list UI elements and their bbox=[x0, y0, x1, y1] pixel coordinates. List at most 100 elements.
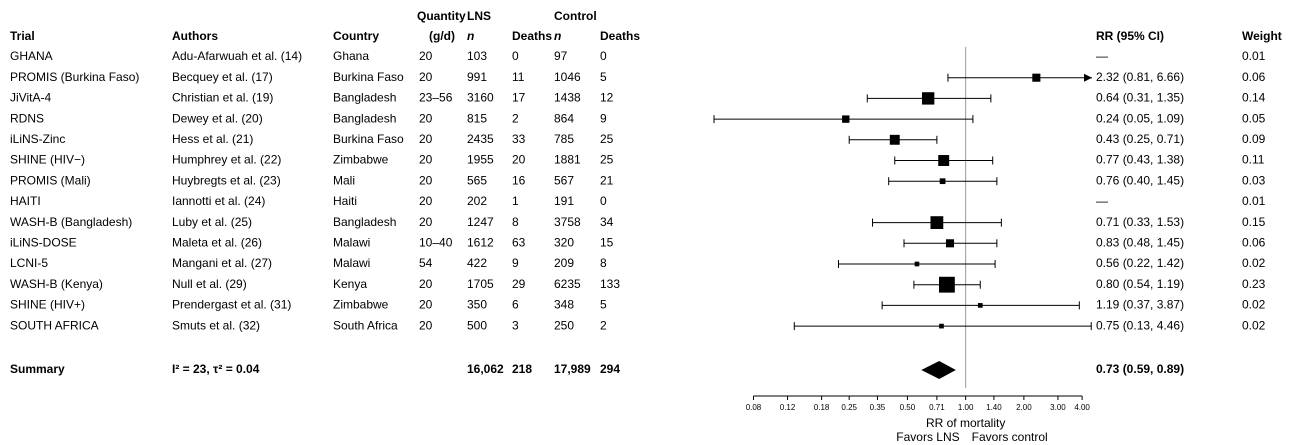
cell-trial: RDNS bbox=[10, 111, 44, 125]
cell-lns-n: 3160 bbox=[467, 91, 494, 105]
header: Control bbox=[554, 9, 597, 23]
point-estimate bbox=[938, 276, 955, 293]
ci-arrow bbox=[1084, 73, 1092, 82]
summary-control-n: 17,989 bbox=[554, 362, 591, 376]
cell-authors: Adu-Afarwuah et al. (14) bbox=[172, 49, 302, 63]
cell-quantity: 23–56 bbox=[419, 91, 453, 105]
cell-country: Malawi bbox=[333, 235, 370, 249]
cell-trial: PROMIS (Burkina Faso) bbox=[10, 70, 139, 84]
cell-quantity: 20 bbox=[419, 49, 433, 63]
cell-country: Burkina Faso bbox=[333, 70, 404, 84]
cell-quantity: 20 bbox=[419, 111, 433, 125]
cell-authors: Luby et al. (25) bbox=[172, 215, 252, 229]
cell-weight: 0.02 bbox=[1242, 256, 1266, 270]
cell-control-n: 1881 bbox=[554, 153, 581, 167]
cell-lns-n: 422 bbox=[467, 256, 487, 270]
cell-rr-label: 0.80 (0.54, 1.19) bbox=[1096, 277, 1184, 291]
header: Trial bbox=[10, 29, 35, 43]
point-estimate bbox=[945, 239, 955, 248]
cell-lns-deaths: 8 bbox=[512, 215, 519, 229]
cell-control-deaths: 5 bbox=[600, 70, 607, 84]
cell-control-deaths: 15 bbox=[600, 235, 614, 249]
cell-quantity: 20 bbox=[419, 277, 433, 291]
cell-control-n: 1438 bbox=[554, 91, 581, 105]
x-tick-label: 2.00 bbox=[1016, 403, 1032, 412]
cell-trial: SHINE (HIV+) bbox=[10, 298, 85, 312]
cell-authors: Null et al. (29) bbox=[172, 277, 247, 291]
cell-quantity: 20 bbox=[419, 153, 433, 167]
cell-weight: 0.09 bbox=[1242, 132, 1266, 146]
cell-weight: 0.05 bbox=[1242, 111, 1266, 125]
cell-lns-deaths: 11 bbox=[512, 70, 525, 84]
cell-country: Zimbabwe bbox=[333, 298, 389, 312]
cell-rr-label: 2.32 (0.81, 6.66) bbox=[1096, 70, 1184, 84]
cell-weight: 0.11 bbox=[1242, 153, 1265, 167]
cell-lns-deaths: 9 bbox=[512, 256, 519, 270]
cell-country: Bangladesh bbox=[333, 111, 396, 125]
summary-control-deaths: 294 bbox=[600, 362, 620, 376]
cell-lns-n: 991 bbox=[467, 70, 487, 84]
cell-control-n: 320 bbox=[554, 235, 574, 249]
x-tick-label: 1.40 bbox=[986, 403, 1002, 412]
cell-country: Malawi bbox=[333, 256, 370, 270]
header: Deaths bbox=[600, 29, 640, 43]
x-tick-label: 0.71 bbox=[929, 403, 945, 412]
cell-lns-deaths: 33 bbox=[512, 132, 526, 146]
x-tick-label: 1.00 bbox=[958, 403, 974, 412]
cell-quantity: 20 bbox=[419, 215, 433, 229]
cell-lns-n: 1247 bbox=[467, 215, 494, 229]
cell-rr-label: 0.75 (0.13, 4.46) bbox=[1096, 318, 1184, 332]
cell-rr-label: 0.77 (0.43, 1.38) bbox=[1096, 153, 1184, 167]
cell-trial: WASH-B (Kenya) bbox=[10, 277, 103, 291]
point-estimate bbox=[1032, 73, 1041, 82]
point-estimate bbox=[889, 134, 900, 145]
cell-authors: Mangani et al. (27) bbox=[172, 256, 272, 270]
cell-lns-deaths: 1 bbox=[512, 194, 519, 208]
point-estimate bbox=[930, 216, 944, 229]
x-tick-label: 4.00 bbox=[1074, 403, 1090, 412]
cell-weight: 0.15 bbox=[1242, 215, 1266, 229]
cell-country: Kenya bbox=[333, 277, 367, 291]
cell-lns-deaths: 2 bbox=[512, 111, 519, 125]
cell-trial: WASH-B (Bangladesh) bbox=[10, 215, 132, 229]
cell-control-deaths: 0 bbox=[600, 49, 607, 63]
cell-country: Burkina Faso bbox=[333, 132, 404, 146]
summary-rr-label: 0.73 (0.59, 0.89) bbox=[1096, 362, 1184, 376]
cell-country: Haiti bbox=[333, 194, 357, 208]
point-estimate bbox=[921, 92, 935, 105]
cell-weight: 0.02 bbox=[1242, 298, 1266, 312]
cell-lns-deaths: 29 bbox=[512, 277, 526, 291]
cell-authors: Huybregts et al. (23) bbox=[172, 173, 281, 187]
summary-label: Summary bbox=[10, 362, 65, 376]
cell-weight: 0.01 bbox=[1242, 49, 1266, 63]
heterogeneity: I² = 23, τ² = 0.04 bbox=[172, 362, 260, 376]
cell-lns-n: 565 bbox=[467, 173, 487, 187]
cell-control-deaths: 34 bbox=[600, 215, 614, 229]
cell-trial: iLiNS-DOSE bbox=[10, 235, 77, 249]
cell-rr-label: 0.71 (0.33, 1.53) bbox=[1096, 215, 1184, 229]
cell-authors: Maleta et al. (26) bbox=[172, 235, 262, 249]
cell-trial: GHANA bbox=[10, 49, 53, 63]
cell-lns-n: 103 bbox=[467, 49, 487, 63]
cell-trial: HAITI bbox=[10, 194, 41, 208]
cell-lns-deaths: 63 bbox=[512, 235, 526, 249]
cell-control-deaths: 8 bbox=[600, 256, 607, 270]
summary-lns-n: 16,062 bbox=[467, 362, 504, 376]
cell-country: Bangladesh bbox=[333, 91, 396, 105]
cell-control-n: 3758 bbox=[554, 215, 581, 229]
point-estimate bbox=[842, 115, 850, 123]
cell-authors: Humphrey et al. (22) bbox=[172, 153, 281, 167]
cell-rr-label: — bbox=[1096, 194, 1108, 208]
cell-lns-deaths: 6 bbox=[512, 298, 519, 312]
cell-authors: Dewey et al. (20) bbox=[172, 111, 263, 125]
cell-control-deaths: 25 bbox=[600, 132, 614, 146]
cell-authors: Christian et al. (19) bbox=[172, 91, 273, 105]
cell-country: Mali bbox=[333, 173, 355, 187]
x-tick-label: 3.00 bbox=[1050, 403, 1066, 412]
cell-rr-label: 0.24 (0.05, 1.09) bbox=[1096, 111, 1184, 125]
cell-trial: PROMIS (Mali) bbox=[10, 173, 91, 187]
cell-control-deaths: 12 bbox=[600, 91, 614, 105]
cell-country: Zimbabwe bbox=[333, 153, 389, 167]
cell-lns-n: 202 bbox=[467, 194, 487, 208]
header: n bbox=[554, 29, 561, 43]
